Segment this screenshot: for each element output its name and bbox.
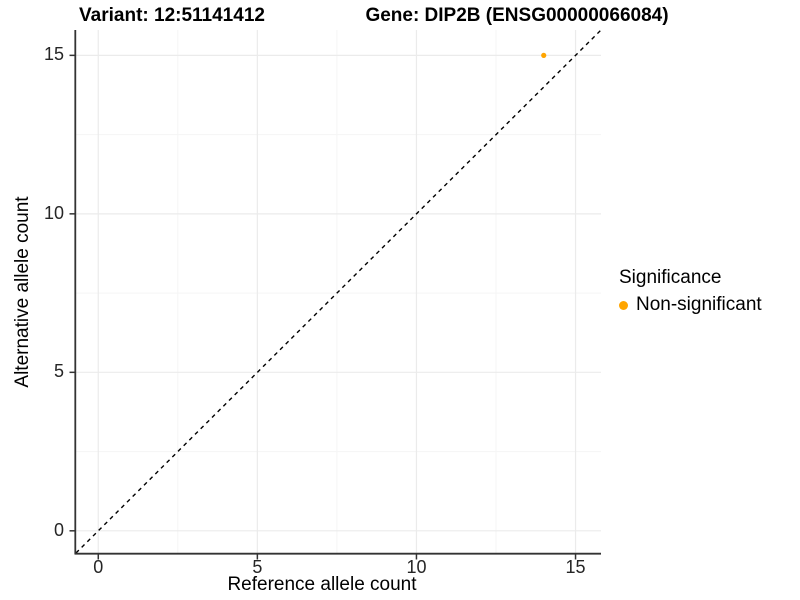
x-tick-label: 15 — [565, 557, 586, 577]
plot-title-gene: Gene: DIP2B (ENSG00000066084) — [365, 5, 669, 26]
legend-entry: Non-significant — [619, 294, 762, 316]
data-point — [541, 52, 547, 58]
x-tick-label: 10 — [406, 557, 427, 577]
x-tick-label: 5 — [252, 557, 263, 577]
y-tick-label: 15 — [43, 44, 64, 65]
plot-title-variant: Variant: 12:51141412 — [79, 5, 265, 26]
legend: Significance Non-significant — [619, 267, 762, 316]
x-axis-title: Reference allele count — [227, 574, 417, 595]
x-tick-label: 0 — [93, 557, 104, 577]
legend-title: Significance — [619, 267, 722, 288]
y-tick-label: 10 — [43, 202, 64, 223]
y-tick-label: 5 — [53, 361, 64, 382]
y-tick-label: 0 — [53, 519, 64, 540]
y-axis-title: Alternative allele count — [12, 196, 33, 388]
legend-point-swatch-icon — [619, 300, 628, 310]
identity-dashed-line — [75, 29, 602, 554]
legend-entry-label: Non-significant — [636, 294, 762, 315]
